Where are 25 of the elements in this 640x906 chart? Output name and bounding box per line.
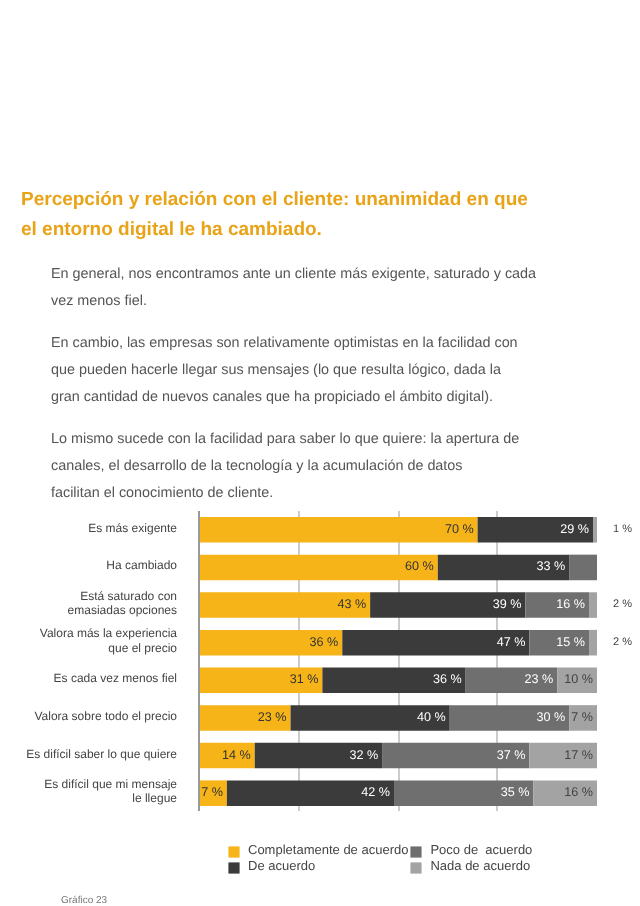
bar: [382, 742, 530, 769]
bar: [199, 705, 291, 731]
bar: [226, 780, 395, 806]
bar: [477, 517, 594, 543]
bar: [525, 592, 590, 618]
chart-title: Percepción y relación con el cliente: unanimidad en que el entorno digital le ha cambiado.: [21, 189, 528, 241]
bar: [290, 705, 450, 731]
bar: [569, 554, 597, 581]
bar: [199, 667, 323, 694]
bar: [322, 667, 466, 694]
bar: [199, 629, 343, 656]
bar: [529, 742, 597, 769]
bar: [199, 592, 371, 618]
bar: [199, 517, 478, 543]
bar: [342, 629, 530, 656]
bar: [589, 629, 597, 656]
bar: [589, 592, 597, 618]
bar: [465, 667, 558, 694]
bar: [254, 742, 383, 769]
bar: [437, 554, 570, 581]
bar: [370, 592, 526, 618]
bar: [394, 780, 534, 806]
bar: [199, 554, 438, 581]
bar: [533, 780, 597, 806]
bar: [449, 705, 570, 731]
